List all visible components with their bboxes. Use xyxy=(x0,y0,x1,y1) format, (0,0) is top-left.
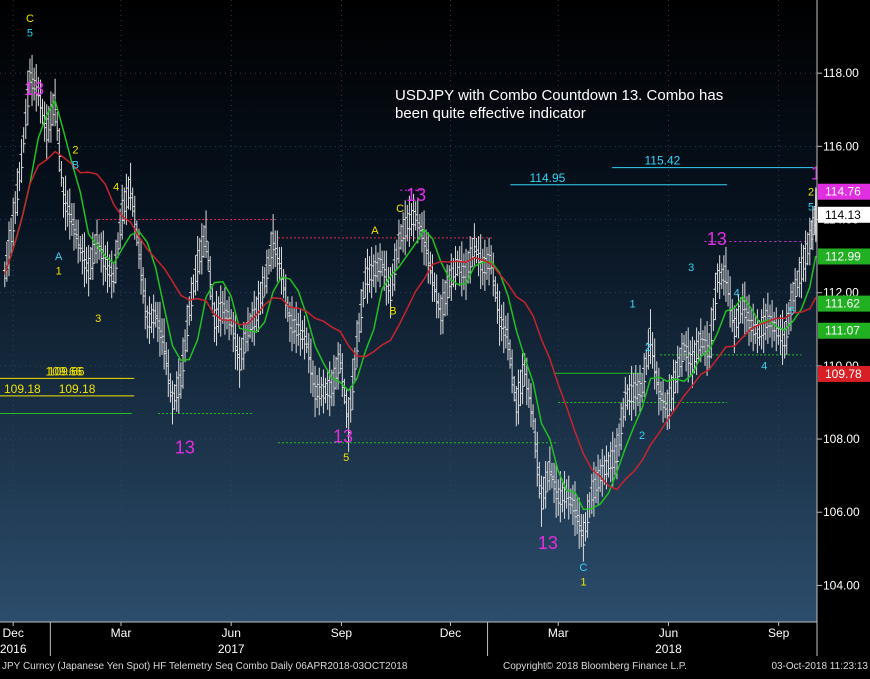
y-tick-label: 116.00 xyxy=(823,139,859,153)
x-year-label: 2016 xyxy=(0,642,27,656)
setup-count-label: A xyxy=(371,225,379,237)
x-month-label: Jun xyxy=(659,626,678,640)
value-tag-box xyxy=(818,365,870,382)
setup-count-label: 4 xyxy=(734,287,740,299)
x-month-label: Mar xyxy=(548,626,569,640)
x-month-label: Jun xyxy=(222,626,241,640)
annotation-line-1: USDJPY with Combo Countdown 13. Combo ha… xyxy=(395,87,723,104)
moving-average-slow xyxy=(4,150,817,491)
value-tag-label: 111.62 xyxy=(825,297,860,311)
setup-count-label: 4 xyxy=(113,181,119,193)
setup-count-label: 1 xyxy=(56,265,62,277)
level-label-extra: 109.18 xyxy=(4,382,41,396)
x-month-label: Sep xyxy=(768,626,790,640)
countdown-13-marker: 13 xyxy=(24,79,44,99)
setup-count-label: B xyxy=(389,306,396,318)
value-tag-label: 109.78 xyxy=(825,367,862,381)
x-year-label: 2017 xyxy=(218,642,245,656)
setup-count-label: B xyxy=(72,159,79,171)
setup-count-label: C xyxy=(396,203,404,215)
x-month-label: Sep xyxy=(331,626,353,640)
value-tag-box xyxy=(818,248,870,265)
moving-average-fast xyxy=(4,98,817,511)
setup-count-label: 2 xyxy=(639,430,645,442)
level-label: 114.95 xyxy=(529,171,565,185)
setup-count-label: 1 xyxy=(629,298,635,310)
countdown-13-marker: 13 xyxy=(333,427,353,447)
countdown-13-marker: 13 xyxy=(707,229,727,249)
value-tag-label: 112.99 xyxy=(825,249,861,263)
value-tag-label: 114.13 xyxy=(825,208,861,222)
y-tick-label: 106.00 xyxy=(823,505,860,519)
plot-background xyxy=(0,0,817,622)
value-tag-box xyxy=(818,322,870,339)
countdown-13-marker: 13 xyxy=(175,438,195,458)
level-label-extra: 109.66 xyxy=(48,364,85,378)
footer-bar xyxy=(0,656,870,674)
value-tag-label: 114.76 xyxy=(825,185,861,199)
x-axis: Dec Mar Jun Sep Dec Mar Jun Sep 2016 2017 2018 xyxy=(0,621,817,656)
footer-copyright: Copyright© 2018 Bloomberg Finance L.P. xyxy=(503,661,687,672)
setup-count-label: 2 xyxy=(808,187,814,199)
setup-count-label: C xyxy=(26,13,34,25)
level-label: 115.42 xyxy=(644,154,680,168)
value-tag-box xyxy=(818,295,870,312)
setup-count-label: A xyxy=(55,251,63,263)
setup-count-label: 1 xyxy=(580,576,586,588)
footer-security: JPY Curncy (Japanese Yen Spot) HF Teleme… xyxy=(2,661,408,672)
setup-count-label: 5 xyxy=(343,452,349,464)
x-year-label: 2018 xyxy=(655,642,682,656)
value-tags: 114.76 114.13 112.99 111.62 111.07 109.78 xyxy=(818,183,870,382)
y-tick-label: 104.00 xyxy=(823,578,860,592)
plot-area: 115.42114.95109.66109.18109.18109.661313… xyxy=(0,13,831,588)
y-tick-label: 108.00 xyxy=(823,432,860,446)
value-tag-label: 111.07 xyxy=(825,324,860,338)
x-month-label: Mar xyxy=(111,626,132,640)
setup-count-label: 2 xyxy=(645,342,651,354)
countdown-13-marker: 13 xyxy=(538,533,558,553)
setup-count-label: 4 xyxy=(761,361,767,373)
setup-count-label: 3 xyxy=(95,313,101,325)
footer-timestamp: 03-Oct-2018 11:23:13 xyxy=(771,661,868,672)
countdown-13-marker: 13 xyxy=(406,185,426,205)
x-month-label: Dec xyxy=(3,626,24,640)
setup-count-label: 3 xyxy=(688,262,694,274)
value-tag-box xyxy=(818,206,870,223)
countdown-13-marker: 13 xyxy=(811,163,831,183)
x-month-label: Dec xyxy=(440,626,461,640)
y-tick-label: 118.00 xyxy=(823,66,859,80)
setup-count-label: 5 xyxy=(27,28,33,40)
setup-count-label: 5 xyxy=(789,306,795,318)
value-tag-box xyxy=(818,183,870,200)
setup-count-label: 2 xyxy=(72,145,78,157)
annotation-line-2: been quite effective indicator xyxy=(395,105,586,122)
setup-count-label: 5 xyxy=(808,201,814,213)
level-label: 109.66 xyxy=(46,364,83,378)
setup-count-label: C xyxy=(579,562,587,574)
level-label: 109.18 xyxy=(59,382,96,396)
